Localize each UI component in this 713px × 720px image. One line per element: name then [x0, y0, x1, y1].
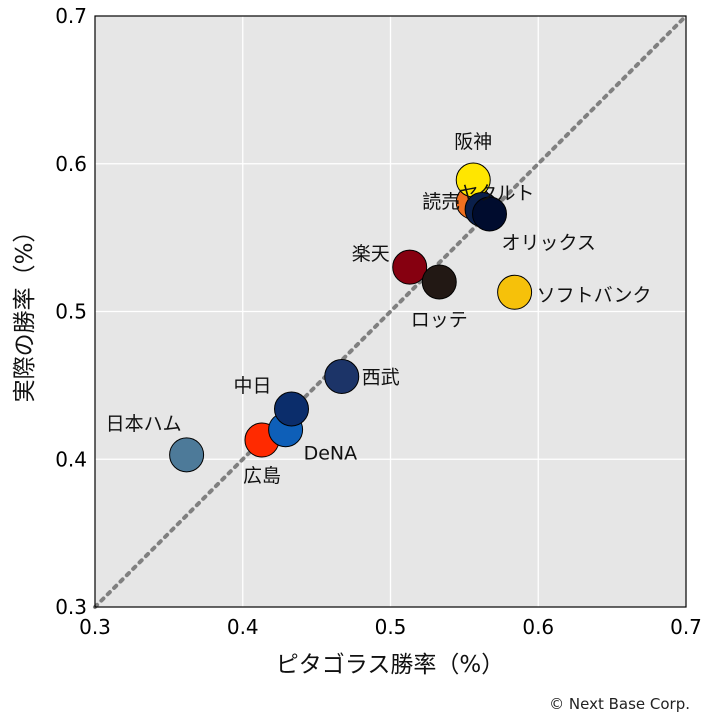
point-label-4: 西武: [362, 367, 400, 389]
data-point-6: [421, 264, 457, 300]
y-tick-label: 0.3: [55, 595, 87, 619]
data-point-11: [497, 274, 533, 310]
data-point-4: [324, 359, 360, 395]
y-tick-label: 0.4: [55, 447, 87, 471]
plot-frame: [94, 15, 687, 608]
y-tick-label: 0.5: [55, 300, 87, 324]
x-axis-label: ピタゴラス勝率（%）: [276, 652, 504, 678]
point-label-9: ヤクルト: [459, 183, 534, 205]
point-label-7: 読売: [422, 191, 460, 213]
point-label-10: オリックス: [501, 232, 595, 254]
data-point-5: [392, 249, 428, 285]
y-tick-label: 0.7: [55, 4, 87, 28]
point-label-5: 楽天: [352, 243, 390, 265]
x-tick-label: 0.5: [375, 615, 407, 639]
point-label-2: DeNA: [304, 443, 358, 465]
point-label-11: ソフトバンク: [537, 284, 652, 306]
point-label-6: ロッテ: [411, 309, 468, 331]
reference-line-y-equals-x: [93, 14, 688, 609]
data-points: [169, 162, 533, 473]
data-point-0: [169, 437, 205, 473]
x-tick-label: 0.6: [522, 615, 554, 639]
point-label-3: 中日: [233, 375, 271, 397]
credit-text: © Next Base Corp.: [549, 695, 690, 713]
x-tick-label: 0.4: [227, 615, 259, 639]
y-tick-label: 0.6: [55, 152, 87, 176]
x-tick-label: 0.7: [670, 615, 702, 639]
y-axis-label: 実際の勝率（%）: [12, 220, 38, 403]
point-label-0: 日本ハム: [106, 413, 182, 435]
y-tick-labels: 0.3 0.4 0.5 0.6 0.7: [55, 4, 87, 619]
x-tick-label: 0.3: [79, 615, 111, 639]
data-point-3: [274, 391, 310, 427]
point-label-1: 広島: [243, 465, 281, 487]
x-tick-labels: 0.3 0.4 0.5 0.6 0.7: [79, 615, 702, 639]
data-point-10: [471, 196, 507, 232]
point-label-8: 阪神: [454, 131, 492, 153]
